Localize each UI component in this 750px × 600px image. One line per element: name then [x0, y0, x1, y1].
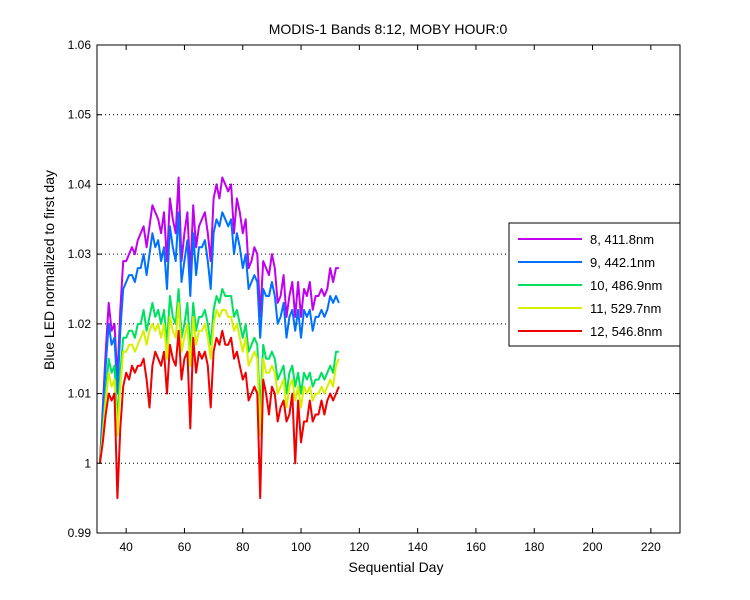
legend-label: 9, 442.1nm [590, 255, 655, 270]
legend-label: 12, 546.8nm [590, 324, 662, 339]
series-line-9 [98, 211, 340, 464]
x-tick-labels: 40 60 80 100 120 140 160 180 200 220 [119, 540, 661, 554]
y-tick-label: 1.02 [68, 317, 92, 331]
legend-label: 11, 529.7nm [590, 301, 661, 316]
y-tick-label: 1.06 [68, 38, 92, 52]
y-tick-label: 0.99 [68, 526, 92, 540]
y-tick-label: 1.05 [68, 108, 92, 122]
y-tick-label: 1.01 [68, 387, 92, 401]
legend-label: 10, 486.9nm [590, 278, 662, 293]
series-line-12 [98, 329, 340, 500]
x-tick-label: 200 [583, 540, 603, 554]
x-axis-label: Sequential Day [349, 559, 444, 575]
y-axis-label: Blue LED normalized to first day [41, 170, 57, 370]
series-lines [98, 176, 340, 500]
legend-label: 8, 411.8nm [590, 232, 654, 247]
y-tick-label: 1.04 [68, 177, 92, 191]
series-line-11 [98, 301, 340, 464]
chart-title: MODIS-1 Bands 8:12, MOBY HOUR:0 [269, 21, 508, 37]
axis-ticks [97, 44, 680, 534]
y-tick-labels: 0.99 1 1.01 1.02 1.03 1.04 1.05 1.06 [68, 38, 92, 540]
x-tick-label: 180 [524, 540, 544, 554]
legend: 8, 411.8nm 9, 442.1nm 10, 486.9nm 11, 529.7… [508, 222, 681, 347]
x-tick-label: 220 [641, 540, 661, 554]
x-tick-label: 120 [349, 540, 369, 554]
x-tick-label: 60 [178, 540, 192, 554]
x-tick-label: 160 [466, 540, 486, 554]
x-tick-label: 40 [119, 540, 133, 554]
y-tick-label: 1 [84, 456, 91, 470]
x-tick-label: 80 [236, 540, 250, 554]
x-tick-label: 140 [408, 540, 428, 554]
x-tick-label: 100 [291, 540, 311, 554]
series-line-10 [98, 288, 339, 464]
y-tick-label: 1.03 [68, 247, 92, 261]
series-line-8 [98, 176, 339, 464]
